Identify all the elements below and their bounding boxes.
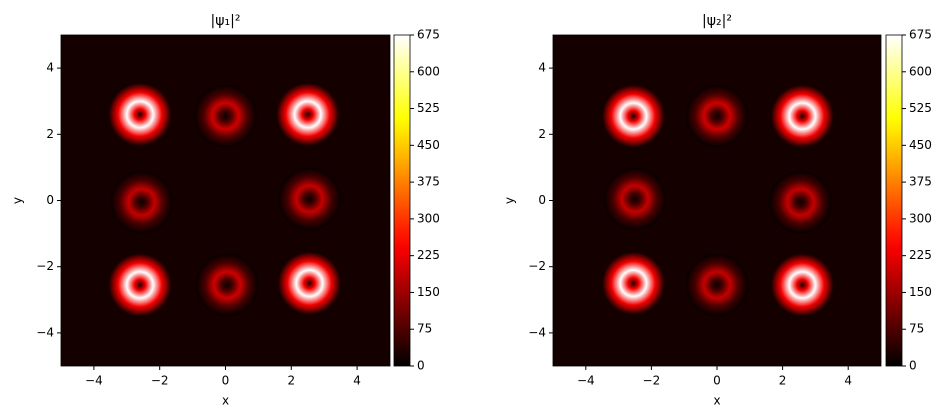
x-tick-label: −2 [643, 374, 661, 388]
chart-title: |ψ₂|² [702, 13, 732, 29]
y-axis-label: y [11, 197, 25, 204]
colorbar-tick-label: 225 [417, 248, 440, 262]
y-axis-label: y [503, 197, 517, 204]
colorbar-tick-label: 0 [417, 359, 425, 373]
colorbar-tick-label: 0 [909, 359, 917, 373]
vortex-blob [194, 84, 257, 148]
y-tick-label: 0 [46, 193, 54, 207]
colorbar-tick-label: 450 [909, 138, 932, 152]
x-tick-label: 2 [287, 374, 295, 388]
vortex-blob [603, 167, 667, 231]
vortex-blob [110, 170, 173, 234]
colorbar-tick-label: 375 [909, 175, 932, 189]
y-tick-label: 2 [538, 127, 546, 141]
colorbar-tick-label: 300 [909, 211, 932, 225]
colorbar-tick-label: 225 [909, 248, 932, 262]
x-tick-label: 0 [222, 374, 230, 388]
vortex-blob [685, 84, 749, 148]
heatmap-layer [108, 83, 341, 317]
vortex-blob [108, 253, 172, 317]
x-tick-label: 2 [779, 374, 787, 388]
colorbar-tick-label: 450 [417, 138, 440, 152]
colorbar-tick-label: 150 [909, 285, 932, 299]
y-tick-label: 2 [46, 127, 54, 141]
colorbar-tick-label: 375 [417, 175, 440, 189]
heatmap-layer [602, 84, 834, 317]
plot-background [61, 35, 390, 366]
x-tick-label: 0 [713, 374, 721, 388]
vortex-blob [685, 253, 749, 317]
x-tick-label: −2 [151, 374, 169, 388]
vortex-blob [602, 252, 665, 315]
x-axis-label: x [713, 394, 720, 408]
y-tick-label: −2 [36, 259, 54, 273]
vortex-blob [276, 83, 340, 146]
y-tick-label: −2 [528, 259, 546, 273]
x-tick-label: 4 [844, 374, 852, 388]
colorbar-tick-label: 75 [417, 322, 432, 336]
colorbar-tick-label: 300 [417, 211, 440, 225]
y-tick-label: −4 [36, 325, 54, 339]
x-axis-label: x [222, 394, 229, 408]
colorbar-tick-label: 600 [417, 64, 440, 78]
plot-background [553, 35, 881, 366]
vortex-blob [769, 170, 832, 234]
colorbar-tick-label: 600 [909, 64, 932, 78]
vortex-blob [278, 167, 341, 231]
vortex-blob [195, 253, 259, 317]
vortex-blob [108, 83, 172, 146]
vortex-blob [771, 84, 834, 148]
colorbar-tick-label: 150 [417, 285, 440, 299]
chart-title: |ψ₁|² [211, 13, 241, 29]
colorbar-tick-label: 525 [909, 101, 932, 115]
colorbar-tick-label: 75 [909, 322, 924, 336]
x-tick-label: 4 [353, 374, 361, 388]
colorbar-tick-label: 675 [909, 28, 932, 42]
y-tick-label: −4 [528, 325, 546, 339]
colorbar [885, 34, 903, 367]
x-tick-label: −4 [85, 374, 103, 388]
colorbar-tick-label: 525 [417, 101, 440, 115]
vortex-blob [278, 251, 341, 315]
y-tick-label: 4 [538, 61, 546, 75]
vortex-blob [771, 253, 834, 317]
y-tick-label: 0 [538, 193, 546, 207]
colorbar-tick-label: 675 [417, 28, 440, 42]
y-tick-label: 4 [46, 61, 54, 75]
vortex-blob [602, 84, 665, 148]
colorbar [393, 34, 411, 367]
x-tick-label: −4 [577, 374, 595, 388]
